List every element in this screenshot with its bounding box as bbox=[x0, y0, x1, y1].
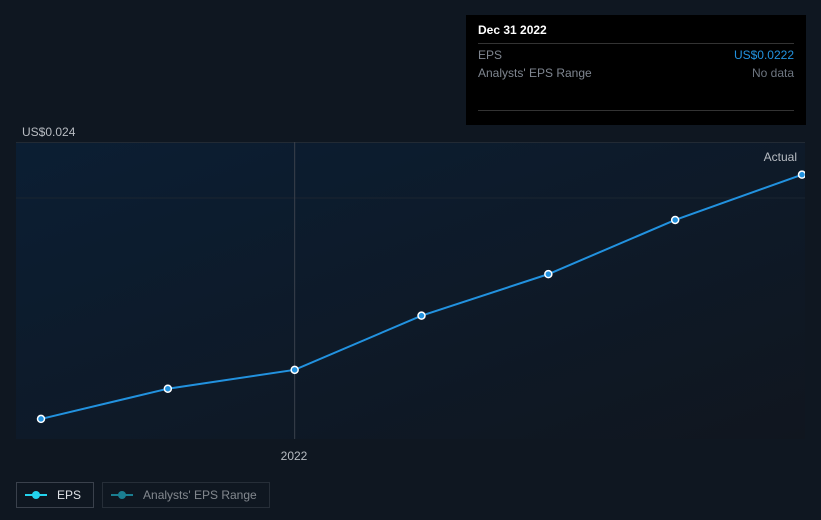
legend-item-label: EPS bbox=[57, 488, 81, 502]
legend-swatch-icon bbox=[111, 491, 133, 499]
tooltip-row: Analysts' EPS Range No data bbox=[478, 62, 794, 80]
tooltip-value: US$0.0222 bbox=[734, 48, 794, 62]
chart-svg bbox=[16, 142, 805, 439]
actual-region-label: Actual bbox=[764, 150, 797, 164]
legend-item-label: Analysts' EPS Range bbox=[143, 488, 257, 502]
legend-item-eps[interactable]: EPS bbox=[16, 482, 94, 508]
legend-item-analysts-range[interactable]: Analysts' EPS Range bbox=[102, 482, 270, 508]
y-axis-label-top: US$0.024 bbox=[22, 125, 75, 139]
tooltip-value: No data bbox=[752, 66, 794, 80]
chart-container: Dec 31 2022 EPS US$0.0222 Analysts' EPS … bbox=[0, 0, 821, 520]
x-axis-label: 2022 bbox=[281, 449, 308, 463]
tooltip-label: EPS bbox=[478, 48, 502, 62]
legend: EPS Analysts' EPS Range bbox=[16, 482, 270, 508]
tooltip-divider bbox=[478, 110, 794, 111]
plot-area bbox=[16, 142, 805, 439]
legend-swatch-icon bbox=[25, 491, 47, 499]
chart-tooltip: Dec 31 2022 EPS US$0.0222 Analysts' EPS … bbox=[466, 15, 806, 125]
tooltip-date: Dec 31 2022 bbox=[478, 23, 794, 44]
tooltip-label: Analysts' EPS Range bbox=[478, 66, 592, 80]
tooltip-row: EPS US$0.0222 bbox=[478, 44, 794, 62]
